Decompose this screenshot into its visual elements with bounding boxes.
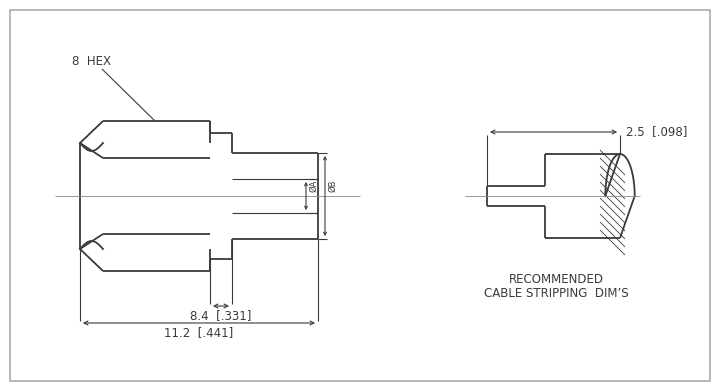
Text: 11.2  [.441]: 11.2 [.441] bbox=[164, 326, 233, 339]
Text: CABLE STRIPPING  DIM’S: CABLE STRIPPING DIM’S bbox=[484, 287, 629, 300]
Text: RECOMMENDED: RECOMMENDED bbox=[508, 273, 603, 286]
Text: 8.4  [.331]: 8.4 [.331] bbox=[190, 309, 252, 322]
Text: ØA: ØA bbox=[309, 179, 318, 192]
Text: 2.5  [.098]: 2.5 [.098] bbox=[626, 126, 688, 138]
Text: ØB: ØB bbox=[328, 179, 337, 192]
Text: 8  HEX: 8 HEX bbox=[72, 55, 111, 68]
